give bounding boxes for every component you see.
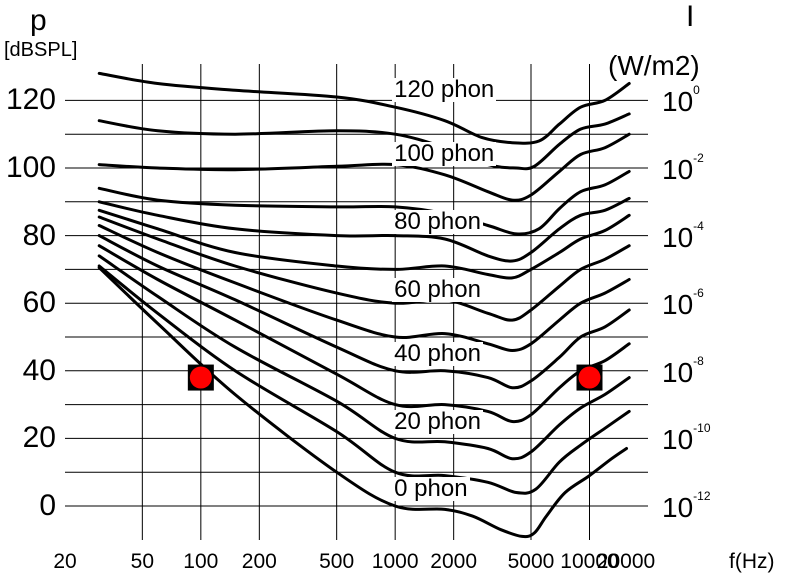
grid xyxy=(65,64,648,540)
y-right-tick--10: 10-10 xyxy=(662,421,711,456)
x-tick-10000: 10000 xyxy=(560,550,619,573)
curve-label-100-phon: 100 phon xyxy=(392,140,497,168)
curve-label-0-phon: 0 phon xyxy=(392,475,470,503)
x-tick-5000: 5000 xyxy=(507,550,555,573)
x-tick-2000: 2000 xyxy=(430,550,478,573)
curve-60-phon xyxy=(97,215,631,322)
y-left-tick-80: 80 xyxy=(22,218,56,252)
y-right-tick--12: 10-12 xyxy=(662,489,711,523)
curve-50 xyxy=(97,224,631,352)
y-right-tick--8: 10-8 xyxy=(662,353,704,388)
curve-label-80-phon: 80 phon xyxy=(392,208,483,236)
x-tick-50: 50 xyxy=(130,550,155,573)
curve-30 xyxy=(97,244,631,424)
y-left-tick-60: 60 xyxy=(22,286,56,320)
x-tick-20: 20 xyxy=(53,550,77,573)
marker-dot-10000 xyxy=(578,366,601,389)
y-right-tick--4: 10-4 xyxy=(662,218,704,253)
y-left-tick-0: 0 xyxy=(39,489,56,522)
y-left-tick-20: 20 xyxy=(22,421,56,455)
curve-label-60-phon: 60 phon xyxy=(392,275,483,303)
y-left-axis-label: p xyxy=(30,4,47,37)
curve-20-phon xyxy=(97,254,631,461)
x-tick-200: 200 xyxy=(241,550,277,573)
x-tick-1000: 1000 xyxy=(371,550,419,573)
curve-110 xyxy=(97,112,631,171)
curve-120-phon xyxy=(97,71,631,145)
y-left-tick-120: 120 xyxy=(5,83,56,117)
y-right-tick-0: 100 xyxy=(662,83,700,118)
x-axis-label: f(Hz) xyxy=(729,550,775,573)
y-left-tick-100: 100 xyxy=(5,151,56,184)
curve-100-phon xyxy=(97,132,631,202)
marker-dot-100 xyxy=(189,366,212,389)
y-left-axis-unit: [dBSPL] xyxy=(4,39,78,61)
y-right-axis-unit: (W/m2) xyxy=(608,50,700,81)
y-right-tick--6: 10-6 xyxy=(662,286,704,321)
y-left-tick-40: 40 xyxy=(22,353,56,387)
curve-40-phon xyxy=(97,234,631,390)
curve-90 xyxy=(97,169,631,236)
curve-label-40-phon: 40 phon xyxy=(392,339,483,367)
x-tick-100: 100 xyxy=(183,550,219,573)
curves xyxy=(97,71,631,539)
x-tick-20000: 20000 xyxy=(596,550,656,573)
curve-label-120-phon: 120 phon xyxy=(392,76,497,104)
curve-label-20-phon: 20 phon xyxy=(392,407,483,435)
markers xyxy=(187,364,603,391)
curve-10 xyxy=(97,264,631,495)
curve-80-phon xyxy=(97,196,631,263)
y-right-tick--2: 10-2 xyxy=(662,151,704,185)
x-tick-500: 500 xyxy=(319,550,355,573)
y-right-axis-label: I xyxy=(686,0,695,33)
curve-70 xyxy=(97,208,631,280)
curve-0-phon xyxy=(97,266,628,539)
